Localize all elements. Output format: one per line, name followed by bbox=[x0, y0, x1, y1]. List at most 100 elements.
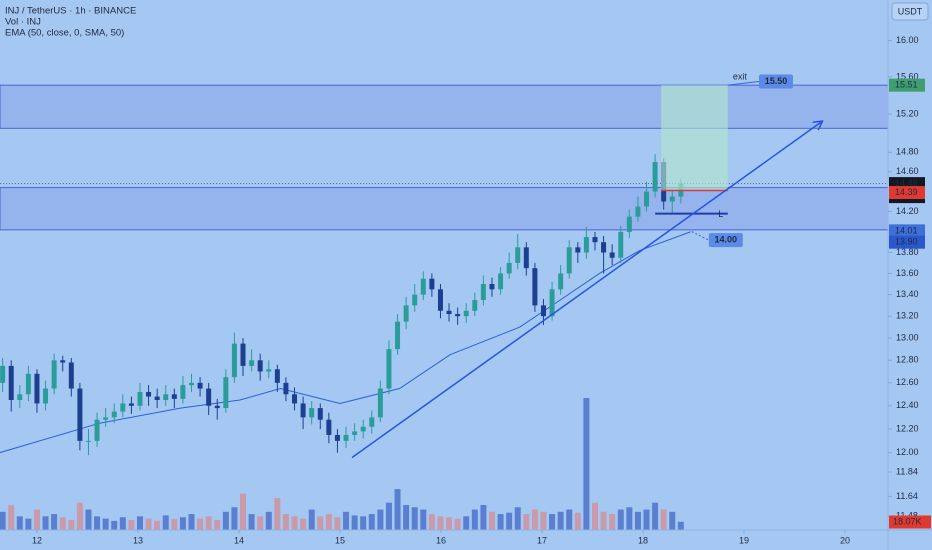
volume-bar bbox=[514, 507, 521, 530]
volume-bar bbox=[197, 518, 204, 530]
volume-bar bbox=[437, 516, 444, 530]
price-tag bbox=[889, 224, 925, 238]
volume-bar bbox=[257, 516, 264, 530]
y-tick-label: 12.80 bbox=[896, 355, 919, 365]
y-tick-label: 14.80 bbox=[896, 147, 919, 157]
volume-tag-label: 18.07K bbox=[893, 516, 922, 526]
volume-bar bbox=[454, 518, 461, 530]
volume-bar bbox=[240, 493, 247, 530]
candle-body bbox=[103, 417, 109, 420]
volume-bar bbox=[25, 518, 32, 530]
candle-body bbox=[352, 431, 358, 435]
candle-body bbox=[309, 408, 315, 418]
y-tick-label: 12.60 bbox=[896, 377, 919, 387]
volume-bar bbox=[471, 509, 478, 530]
candle-body bbox=[558, 273, 564, 290]
price-tag-label: 15.51 bbox=[895, 80, 918, 90]
volume-bar bbox=[385, 502, 392, 530]
volume-bar bbox=[154, 520, 161, 530]
candle-body bbox=[274, 369, 280, 383]
candle-body bbox=[180, 385, 186, 399]
candle-body bbox=[446, 310, 452, 315]
y-tick-label: 13.00 bbox=[896, 332, 919, 342]
candle-body bbox=[8, 365, 14, 401]
volume-bar bbox=[368, 514, 375, 530]
volume-bar bbox=[540, 511, 547, 530]
currency-button[interactable] bbox=[891, 2, 929, 21]
volume-bar bbox=[669, 511, 676, 530]
annotation: L bbox=[718, 209, 723, 219]
volume-bar bbox=[626, 507, 633, 530]
label-box bbox=[708, 233, 743, 248]
candle-body bbox=[300, 403, 306, 418]
volume-bar bbox=[600, 511, 607, 530]
x-tick-label: 17 bbox=[537, 535, 547, 545]
candle-body bbox=[94, 419, 100, 441]
volume-bar bbox=[317, 516, 324, 530]
candle-body bbox=[626, 216, 632, 232]
volume-bar bbox=[531, 509, 538, 530]
y-tick-label: 15.20 bbox=[896, 108, 919, 118]
price-axis: 16.00 15.60 15.20 14.80 14.60 14.20 13.80 13.60… bbox=[32, 35, 931, 545]
y-tick-label: 11.64 bbox=[896, 491, 918, 501]
volume-bar bbox=[506, 512, 513, 530]
volume-bar bbox=[523, 514, 530, 530]
volume-bar bbox=[231, 507, 238, 530]
label-connector bbox=[727, 80, 760, 86]
volume-bar bbox=[119, 517, 126, 530]
candle-body bbox=[85, 440, 91, 442]
candle-body bbox=[68, 362, 74, 389]
volume-bar bbox=[76, 502, 83, 530]
volume-bar bbox=[377, 509, 384, 530]
candle-body bbox=[154, 396, 160, 401]
candle-body bbox=[429, 278, 435, 290]
price-tag bbox=[889, 78, 925, 92]
currency[interactable]: USDT bbox=[898, 6, 923, 16]
volume-bar bbox=[85, 509, 92, 530]
candle-body bbox=[223, 377, 229, 409]
candle-body bbox=[60, 360, 66, 363]
label-box bbox=[758, 74, 793, 89]
volume-bar bbox=[557, 511, 564, 530]
candle-body bbox=[386, 349, 392, 389]
volume-bar bbox=[308, 509, 315, 530]
plot-area: exit 15.50 14.00 L bbox=[0, 71, 889, 530]
y-tick-label: 12.20 bbox=[896, 423, 919, 433]
volume-bar bbox=[497, 514, 504, 530]
candle-body bbox=[240, 343, 246, 366]
volume-bar bbox=[51, 514, 58, 530]
y-tick-label: 14.20 bbox=[896, 206, 919, 216]
volume-bar bbox=[188, 514, 195, 530]
candle-body bbox=[137, 391, 143, 406]
candle-body bbox=[403, 305, 409, 322]
volume-legend: Vol · INJ bbox=[5, 17, 41, 28]
volume-bar bbox=[171, 519, 178, 530]
volume-bar bbox=[214, 519, 221, 530]
candle-body bbox=[120, 403, 126, 412]
candle-body bbox=[128, 403, 134, 406]
volume-bar bbox=[8, 504, 15, 530]
volume-bar bbox=[325, 514, 332, 530]
price-label: 15.50 bbox=[765, 76, 788, 86]
volume-bar bbox=[583, 398, 590, 530]
y-tick-label: 13.80 bbox=[896, 247, 919, 257]
y-tick-label: 15.60 bbox=[896, 71, 919, 81]
candle-body bbox=[326, 419, 332, 435]
trendline bbox=[351, 122, 822, 459]
candle-body bbox=[369, 417, 375, 427]
candle-body bbox=[214, 405, 220, 409]
candle-body bbox=[575, 247, 581, 253]
x-tick-label: 16 bbox=[436, 535, 446, 545]
candle-body bbox=[609, 252, 615, 258]
candle-body bbox=[420, 278, 426, 295]
candle-body bbox=[163, 394, 169, 401]
candle-body bbox=[231, 343, 237, 378]
volume-bar bbox=[128, 519, 135, 530]
volume-bar bbox=[136, 516, 143, 530]
candle-body bbox=[77, 388, 83, 441]
candle-body bbox=[498, 273, 504, 290]
zone bbox=[0, 84, 889, 129]
y-tick-label: 13.60 bbox=[896, 268, 919, 278]
